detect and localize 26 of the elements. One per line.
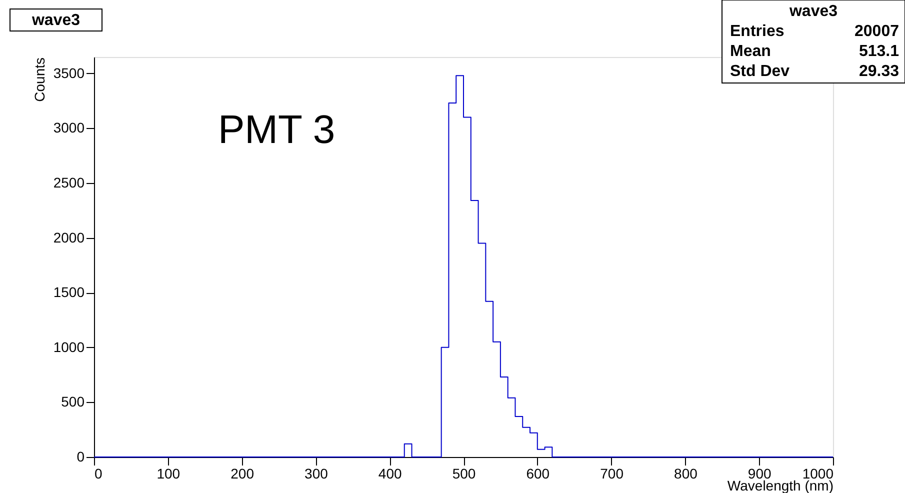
x-tick-label: 200 [230,466,254,482]
y-tick-label: 1000 [53,338,85,355]
x-tick-label: 300 [304,466,328,482]
y-tick-label: 2000 [53,229,85,246]
y-tick-label: 0 [76,448,85,464]
x-tick-label: 1000 [802,466,834,482]
x-tick-label: 500 [452,466,476,482]
text: wave3 [788,3,838,20]
y-axis-title: Counts [31,58,48,102]
y-tick-label: 3000 [53,120,85,136]
text: Std Dev 29.33 [730,63,899,80]
x-tick-label: 100 [156,466,180,482]
x-tick-label: 0 [94,466,102,482]
annotation: PMT 3 [218,108,336,152]
text: Entries 20007 [730,23,899,40]
y-tick-label: 2500 [53,174,85,191]
chart-title: wave3 [30,12,80,29]
x-tick-label: 400 [378,466,402,482]
x-tick-label: 600 [526,466,550,482]
y-tick-label: 3500 [53,64,85,81]
x-tick-label: 800 [674,466,698,482]
y-tick-label: 500 [61,394,85,410]
text: Mean 513.1 [730,43,899,60]
y-tick-label: 1500 [53,284,85,300]
x-tick-label: 700 [600,466,624,482]
x-tick-label: 900 [748,466,772,482]
